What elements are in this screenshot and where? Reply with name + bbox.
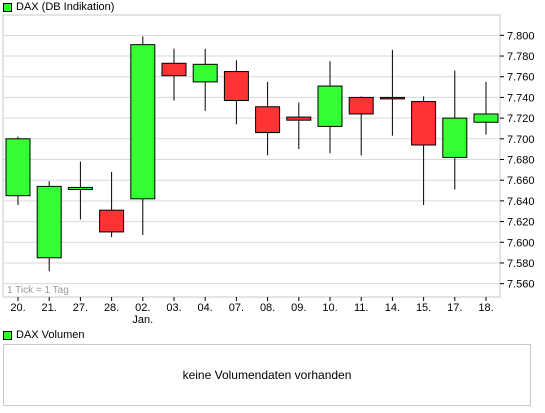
y-tick-label: 7.640 bbox=[507, 196, 535, 208]
y-tick-label: 7.800 bbox=[507, 30, 535, 42]
grid-lines bbox=[3, 34, 500, 285]
candle-body-down bbox=[411, 101, 437, 146]
candle bbox=[317, 61, 343, 154]
candle-body-up bbox=[192, 63, 218, 83]
x-tick-label: 27. bbox=[73, 302, 88, 314]
candle-body-up bbox=[442, 117, 468, 158]
y-tick-label: 7.600 bbox=[507, 237, 535, 249]
x-tick-label: 28. bbox=[104, 302, 119, 314]
candle-body-up bbox=[36, 185, 62, 259]
volume-empty-message: keine Volumendaten vorhanden bbox=[182, 368, 352, 382]
tick-note: 1 Tick = 1 Tag bbox=[7, 285, 69, 296]
x-tick-sublabel: Jan. bbox=[132, 314, 153, 326]
x-tick-label: 07. bbox=[229, 302, 244, 314]
volume-legend-swatch bbox=[3, 330, 12, 340]
price-legend: DAX (DB Indikation) bbox=[3, 1, 114, 13]
y-tick-label: 7.780 bbox=[507, 51, 535, 63]
volume-legend-label: DAX Volumen bbox=[16, 329, 85, 341]
y-tick-label: 7.560 bbox=[507, 279, 535, 291]
candle-body-down bbox=[255, 106, 281, 134]
candle-body-up bbox=[67, 186, 93, 191]
y-tick-label: 7.720 bbox=[507, 113, 535, 125]
candle bbox=[223, 60, 249, 125]
x-tick-label: 08. bbox=[260, 302, 275, 314]
x-tick-label: 02. bbox=[135, 302, 150, 314]
price-legend-label: DAX (DB Indikation) bbox=[16, 1, 115, 13]
x-tick-label: 14. bbox=[385, 302, 400, 314]
candle-body-down bbox=[348, 96, 374, 115]
y-tick-label: 7.760 bbox=[507, 72, 535, 84]
candle-body-down bbox=[379, 96, 405, 100]
y-tick-label: 7.660 bbox=[507, 175, 535, 187]
candles bbox=[5, 36, 499, 272]
candle bbox=[161, 48, 187, 101]
y-tick-label: 7.580 bbox=[507, 258, 535, 270]
x-tick-label: 03. bbox=[166, 302, 181, 314]
candle bbox=[99, 171, 125, 238]
y-tick-label: 7.700 bbox=[507, 134, 535, 146]
x-tick-label: 17. bbox=[447, 302, 462, 314]
volume-legend: DAX Volumen bbox=[3, 329, 84, 341]
candle-body-down bbox=[223, 71, 249, 102]
candle bbox=[36, 181, 62, 272]
candle bbox=[286, 102, 312, 150]
candle bbox=[473, 81, 499, 135]
x-tick-label: 15. bbox=[416, 302, 431, 314]
candle-body-up bbox=[473, 113, 499, 123]
y-tick-label: 7.680 bbox=[507, 155, 535, 167]
candle bbox=[442, 70, 468, 190]
candle bbox=[255, 81, 281, 156]
y-tick-label: 7.740 bbox=[507, 92, 535, 104]
candle-body-up bbox=[317, 85, 343, 127]
candle bbox=[130, 36, 156, 236]
volume-panel: keine Volumendaten vorhanden bbox=[3, 344, 531, 406]
candle bbox=[5, 136, 31, 206]
price-legend-swatch bbox=[3, 2, 12, 12]
candle-body-down bbox=[99, 209, 125, 233]
candle bbox=[67, 161, 93, 220]
candle bbox=[411, 96, 437, 206]
x-tick-label: 09. bbox=[291, 302, 306, 314]
candle-body-down bbox=[286, 116, 312, 121]
x-tick-label: 18. bbox=[478, 302, 493, 314]
x-axis-ticks: 20. 21. 27. 28. 02.Jan. 03. 04. 07. 08. 09. 10. 11.… bbox=[10, 297, 494, 326]
candle-body-up bbox=[5, 138, 31, 197]
candle-body-up bbox=[130, 44, 156, 200]
candle bbox=[192, 48, 218, 111]
y-tick-label: 7.620 bbox=[507, 217, 535, 229]
x-tick-label: 20. bbox=[10, 302, 25, 314]
x-tick-label: 10. bbox=[322, 302, 337, 314]
plot-area bbox=[2, 14, 501, 298]
x-tick-label: 11. bbox=[354, 302, 368, 314]
candle bbox=[348, 96, 374, 156]
x-tick-label: 21. bbox=[42, 302, 57, 314]
y-axis-ticks: 7.560 7.580 7.600 7.620 7.640 7.660 7.680 7.700… bbox=[500, 30, 535, 291]
x-tick-label: 04. bbox=[198, 302, 213, 314]
candle-body-down bbox=[161, 62, 187, 77]
candlestick-chart: 7.560 7.580 7.600 7.620 7.640 7.660 7.680 7.700… bbox=[2, 14, 535, 326]
candle bbox=[379, 49, 405, 136]
